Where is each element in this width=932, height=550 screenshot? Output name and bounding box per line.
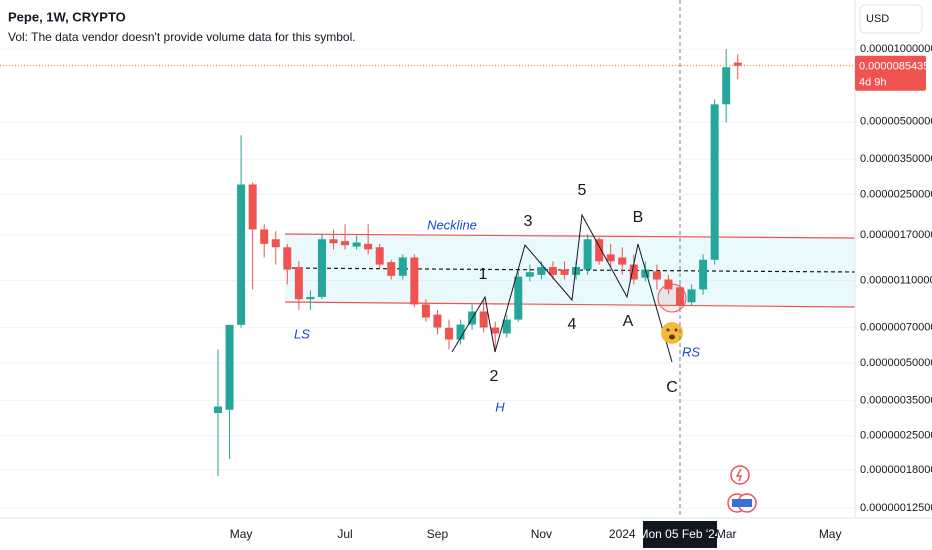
candle-body (652, 271, 661, 280)
candle-body (710, 104, 719, 260)
channel-top (284, 233, 856, 239)
candle-body (445, 327, 453, 340)
y-tick-label: 0.00000035000 (860, 394, 932, 406)
annotation: A (623, 313, 634, 330)
annotation: 2 (490, 368, 499, 385)
candle-body (237, 184, 246, 325)
y-tick-label: 0.00000025000 (860, 430, 932, 442)
candle-body (410, 257, 419, 305)
candle-body (375, 247, 384, 265)
candle-body (456, 324, 465, 340)
candle-body (329, 239, 338, 244)
candle-body (641, 269, 650, 278)
candle-body (733, 62, 742, 66)
annotation: Neckline (427, 217, 477, 232)
candles (214, 49, 742, 477)
annotation: H (495, 399, 505, 414)
x-tick-label: May (819, 527, 842, 541)
annotation: 3 (524, 213, 533, 230)
candle-body (722, 67, 731, 105)
annotation: LS (294, 326, 310, 341)
event-icons (727, 465, 757, 513)
candle-body (341, 241, 350, 246)
annotation: B (633, 209, 644, 226)
candle-body (433, 314, 442, 328)
channel-bottom (284, 301, 856, 308)
emoji-icon (661, 322, 683, 344)
wave-line (451, 213, 673, 363)
candle-body (572, 267, 581, 275)
candle-body (595, 239, 604, 262)
candle-body (606, 254, 615, 262)
highlight-circle (657, 283, 687, 313)
candle-body (560, 269, 569, 275)
x-tick-label: Sep (427, 527, 449, 541)
last-price-countdown: 4d 9h (859, 77, 887, 89)
candle-body (479, 311, 488, 328)
candle-body (260, 229, 269, 244)
candle-body (514, 276, 523, 320)
candle-body (421, 304, 430, 318)
candle-body (364, 243, 373, 250)
y-tick-label: 0.00000018000 (860, 464, 932, 476)
candle-body (502, 319, 511, 334)
y-tick-label: 0.00000250000 (860, 188, 932, 200)
candle-body (214, 406, 222, 414)
x-tick-label: Nov (531, 527, 552, 541)
y-tick-label: 0.00000170000 (860, 229, 932, 241)
candle-body (699, 259, 708, 290)
y-tick-label: 0.00000070000 (860, 322, 932, 334)
candle-body (687, 289, 696, 303)
candle-body (537, 267, 546, 275)
chart-title: Pepe, 1W, CRYPTO (8, 9, 126, 24)
candle-body (306, 296, 315, 300)
last-price-box (855, 55, 926, 91)
annotation: 4 (568, 316, 577, 333)
candle-body (398, 257, 407, 276)
crosshair-box (643, 521, 717, 548)
currency-button[interactable] (859, 4, 923, 34)
y-tick-label: 0.00000350000 (860, 153, 932, 165)
y-tick-label: 0.00000050000 (860, 357, 932, 369)
candle-body (352, 242, 361, 247)
annotation: RS (682, 344, 700, 359)
annotation: 5 (578, 182, 587, 199)
candle-body (283, 247, 292, 270)
grid (0, 48, 855, 509)
x-tick-label: May (230, 527, 253, 541)
annotation: 1 (479, 266, 488, 283)
candle-body (618, 257, 627, 265)
y-tick-label: 0.00001000000 (860, 43, 932, 55)
candle-body (317, 239, 326, 297)
x-tick-label: 2024 (609, 527, 636, 541)
candle-body (629, 264, 638, 280)
crosshair-label: Mon 05 Feb '24 (638, 527, 721, 541)
annotation: C (666, 379, 678, 396)
y-tick-label: 0.00000500000 (860, 116, 932, 128)
candle-body (294, 267, 303, 300)
candle-body (387, 262, 396, 276)
chart-subtitle: Vol: The data vendor doesn't provide vol… (8, 30, 356, 44)
last-price-label: 0.00000854356 (859, 61, 932, 73)
currency-label[interactable]: USD (866, 13, 889, 25)
x-tick-label: Jul (337, 527, 352, 541)
y-tick-label: 0.00000012500 (860, 502, 932, 514)
x-tick-label: Mar (716, 527, 737, 541)
candle-body (548, 267, 557, 275)
candle-body (225, 324, 234, 410)
candle-body (491, 327, 500, 334)
candle-body (248, 184, 257, 230)
candle-body (271, 239, 280, 248)
candle-body (583, 239, 592, 270)
candle-body (525, 272, 534, 277)
y-tick-label: 0.00000110000 (860, 274, 932, 286)
